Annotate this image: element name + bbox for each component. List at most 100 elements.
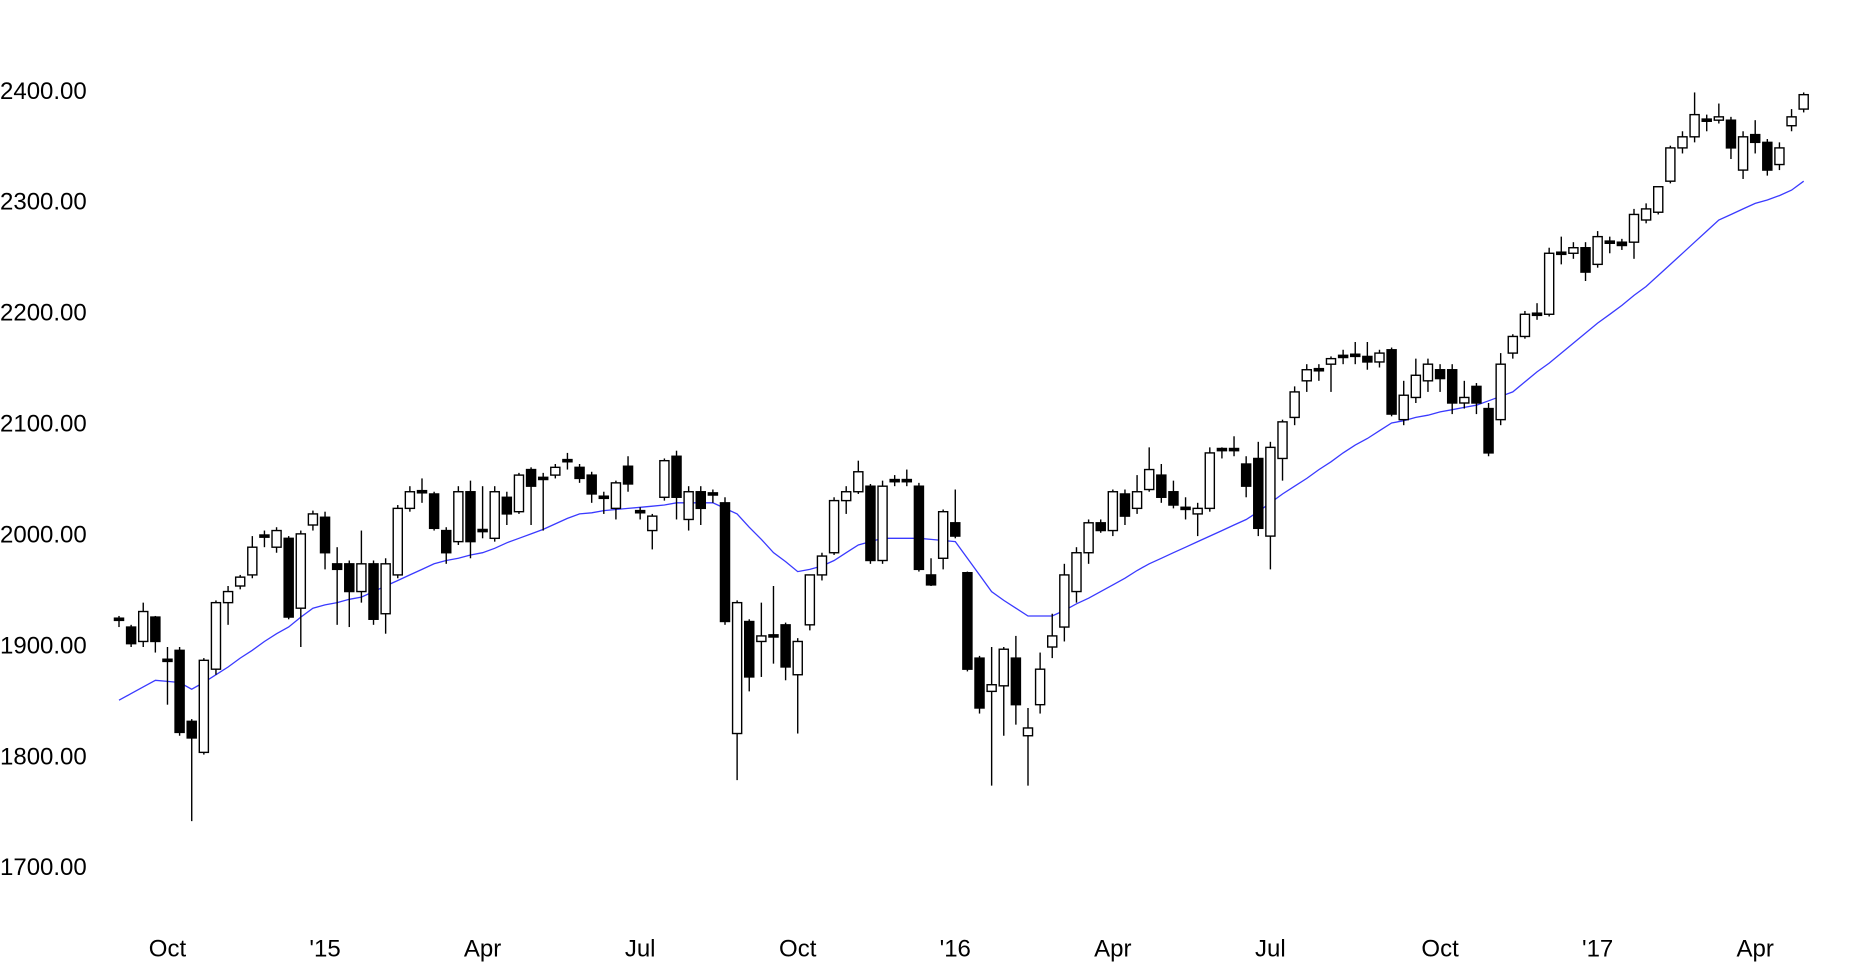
candle-body xyxy=(1131,491,1143,510)
candle-body xyxy=(1652,186,1664,213)
candle-body xyxy=(1168,491,1179,506)
candle-body xyxy=(319,516,331,554)
candle-body xyxy=(816,555,828,576)
candle-body xyxy=(1556,251,1567,256)
y-tick-label: 1900.00 xyxy=(0,632,87,659)
candle-body xyxy=(416,489,428,494)
candle-body xyxy=(1386,349,1397,415)
candle-body xyxy=(550,466,561,476)
candle-body xyxy=(707,492,719,496)
candle-body xyxy=(1010,657,1022,706)
candle-body xyxy=(198,659,210,754)
candle-body xyxy=(1592,235,1603,266)
candle-body xyxy=(889,478,900,483)
candle-body xyxy=(962,571,973,670)
candle-body xyxy=(731,601,743,735)
candle-body xyxy=(1422,363,1434,382)
candle-body xyxy=(1095,522,1106,532)
candle-body xyxy=(1204,452,1216,510)
x-tick-label: Jul xyxy=(625,935,656,962)
x-tick-label: Apr xyxy=(1094,935,1131,962)
y-tick-label: 2400.00 xyxy=(0,78,87,105)
candle-body xyxy=(137,610,149,643)
y-tick-label: 2300.00 xyxy=(0,189,87,216)
candle-body xyxy=(1616,241,1628,247)
candle-body xyxy=(150,616,161,643)
candle-body xyxy=(356,563,367,593)
candle-body xyxy=(913,485,925,571)
candle-body xyxy=(162,658,173,663)
x-tick-label: Apr xyxy=(464,935,501,962)
candle-body xyxy=(671,455,682,498)
x-tick-label: Oct xyxy=(1421,935,1459,962)
candle-body xyxy=(1531,312,1543,317)
candle-body xyxy=(1786,116,1797,127)
candle-body xyxy=(610,482,622,510)
candle-body xyxy=(1713,116,1725,121)
candle-body xyxy=(259,534,270,538)
candle-body xyxy=(792,640,803,676)
candle-body xyxy=(174,649,185,734)
candle-body xyxy=(1349,353,1361,358)
candle-body xyxy=(574,466,585,480)
candle-body xyxy=(1604,240,1616,244)
candle-body xyxy=(1325,357,1337,365)
candle-body xyxy=(1725,119,1737,149)
candle-body xyxy=(513,474,525,513)
candle-body xyxy=(1483,407,1494,454)
candle-body xyxy=(1580,247,1591,273)
candle-body xyxy=(113,617,125,622)
candle-body xyxy=(1107,491,1119,532)
candle-body xyxy=(986,684,997,693)
candle-body xyxy=(537,476,549,481)
candle-body xyxy=(647,515,658,532)
candle-body xyxy=(1337,354,1349,359)
candle-body xyxy=(719,502,731,623)
candle-body xyxy=(695,491,707,510)
y-tick-label: 1800.00 xyxy=(0,743,87,770)
candle-body xyxy=(1240,463,1252,487)
candle-body xyxy=(768,634,779,638)
candle-body xyxy=(453,491,464,543)
candle-body xyxy=(804,574,816,626)
candle-body xyxy=(1677,136,1688,149)
candle-body xyxy=(974,657,985,709)
candle-body xyxy=(295,533,307,609)
candle-body xyxy=(1046,635,1058,648)
candle-body xyxy=(489,491,500,540)
candle-body xyxy=(1701,118,1712,122)
candle-body xyxy=(1762,141,1773,171)
candle-body xyxy=(1374,352,1385,363)
candle-body xyxy=(901,478,913,483)
candle-body xyxy=(562,458,573,463)
y-tick-label: 1700.00 xyxy=(0,854,87,881)
candle-body xyxy=(525,468,537,487)
candle-body xyxy=(998,648,1010,687)
candle-body xyxy=(1301,369,1313,382)
candle-body xyxy=(756,635,767,643)
x-tick-label: '16 xyxy=(940,935,971,962)
candle-body xyxy=(331,563,343,571)
candle-body xyxy=(307,513,319,526)
candle-body xyxy=(428,493,440,530)
candle-body xyxy=(1265,446,1276,537)
candle-body xyxy=(1519,313,1531,338)
candle-body xyxy=(1689,113,1700,138)
candle-body xyxy=(125,626,137,645)
candle-body xyxy=(1143,468,1155,491)
candle-body xyxy=(634,509,646,514)
candle-body xyxy=(1180,506,1191,511)
candle-body xyxy=(1362,355,1373,363)
candle-body xyxy=(1774,147,1785,166)
x-tick-label: '17 xyxy=(1582,935,1613,962)
candle-body xyxy=(1446,369,1458,404)
candle-body xyxy=(743,620,755,678)
candle-body xyxy=(186,720,197,739)
candle-body xyxy=(1313,367,1325,372)
candle-body xyxy=(828,499,840,554)
candle-body xyxy=(1228,447,1240,452)
candle-body xyxy=(1083,522,1094,554)
x-tick-label: Apr xyxy=(1737,935,1774,962)
